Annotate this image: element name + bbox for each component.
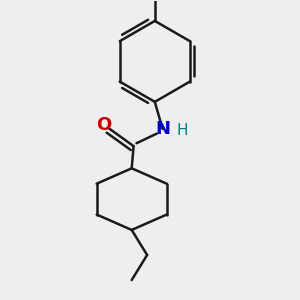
Text: N: N [155,120,170,138]
Text: H: H [176,123,188,138]
Text: O: O [96,116,111,134]
